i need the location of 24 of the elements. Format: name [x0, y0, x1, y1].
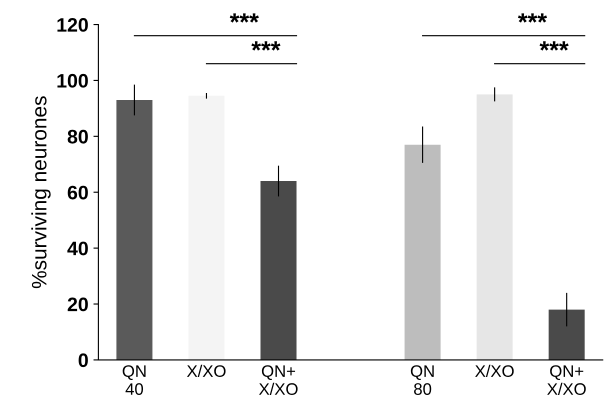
x-tick-label: QN+ X/XO [547, 365, 586, 395]
annotation: *** [251, 41, 280, 51]
x-tick-label: X/XO [186, 364, 226, 378]
y-tick-label: 40 [67, 242, 88, 256]
text: *** [230, 13, 259, 23]
y-tick-label: 0 [78, 353, 88, 368]
bar [548, 310, 585, 360]
bar [116, 100, 152, 360]
y-tick-label: 100 [57, 74, 88, 88]
x-tick-label: QN+ X/XO [258, 365, 298, 395]
y-axis-title: %surviving neurones [31, 96, 51, 288]
y-tick-label: 20 [68, 297, 88, 312]
x-tick-label: QN 80 [410, 365, 434, 395]
y-tick-label: 80 [68, 130, 88, 144]
bar [476, 94, 513, 360]
x-tick-label: QN 40 [122, 365, 146, 395]
bar [188, 96, 224, 360]
y-tick-label: 60 [68, 186, 88, 200]
text: *** [518, 13, 548, 23]
bar [260, 181, 297, 360]
y-tick-label: 120 [57, 18, 88, 32]
bar [404, 144, 441, 360]
annotation: *** [540, 41, 569, 51]
x-tick-label: X/XO [475, 364, 514, 378]
